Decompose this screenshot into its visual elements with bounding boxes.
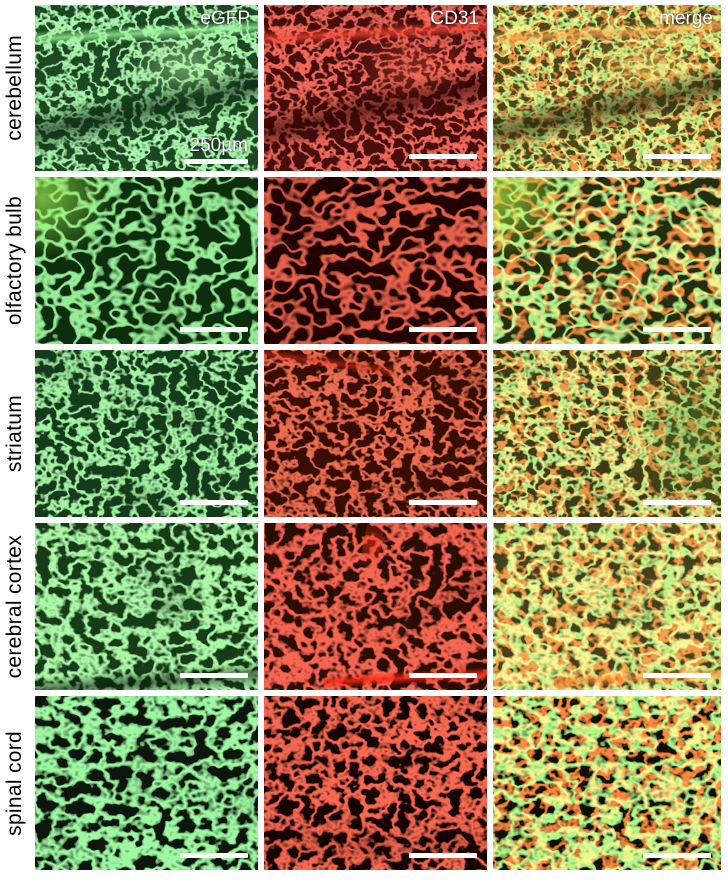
row-label-cerebral-cortex: cerebral cortex	[2, 534, 26, 679]
micrograph-spinal-cord-cd31	[264, 696, 487, 870]
scale-bar	[643, 853, 711, 858]
micrograph-image	[35, 523, 258, 690]
micrograph-image	[493, 350, 721, 517]
scale-bar	[409, 500, 477, 505]
micrograph-striatum-cd31	[264, 350, 487, 517]
micrograph-image	[264, 523, 487, 690]
micrograph-image	[493, 696, 721, 870]
row-label-striatum: striatum	[2, 394, 26, 473]
scale-bar	[643, 154, 711, 159]
row-label-cerebellum: cerebellum	[2, 35, 26, 141]
micrograph-image	[264, 350, 487, 517]
scale-bar	[409, 327, 477, 332]
micrograph-cerebral-cortex-cd31	[264, 523, 487, 690]
micrograph-image	[35, 177, 258, 344]
scale-bar	[409, 673, 477, 678]
micrograph-image	[264, 696, 487, 870]
column-label-merge: merge	[659, 8, 713, 29]
micrograph-cerebellum-egfp: eGFP 250µm	[35, 5, 258, 171]
micrograph-spinal-cord-merge	[493, 696, 721, 870]
scale-bar	[180, 853, 248, 858]
micrograph-image	[264, 5, 487, 171]
micrograph-image	[35, 5, 258, 171]
micrograph-olfactory-bulb-cd31	[264, 177, 487, 344]
micrograph-striatum-merge	[493, 350, 721, 517]
micrograph-olfactory-bulb-egfp	[35, 177, 258, 344]
scale-bar	[643, 673, 711, 678]
scale-bar	[180, 500, 248, 505]
column-label-egfp: eGFP	[200, 8, 250, 29]
micrograph-striatum-egfp	[35, 350, 258, 517]
row-label-olfactory-bulb: olfactory bulb	[2, 195, 26, 326]
micrograph-image	[35, 350, 258, 517]
micrograph-image	[493, 5, 721, 171]
micrograph-image	[264, 177, 487, 344]
scale-bar	[409, 853, 477, 858]
micrograph-cerebral-cortex-egfp	[35, 523, 258, 690]
scale-bar	[643, 327, 711, 332]
micrograph-image	[493, 177, 721, 344]
row-label-cell-olfactory-bulb: olfactory bulb	[0, 177, 29, 344]
micrograph-cerebellum-cd31: CD31	[264, 5, 487, 171]
micrograph-olfactory-bulb-merge	[493, 177, 721, 344]
row-label-spinal-cord: spinal cord	[2, 730, 26, 836]
scale-bar-label: 250µm	[189, 135, 248, 156]
column-label-cd31: CD31	[430, 8, 479, 29]
scale-bar	[184, 159, 248, 164]
micrograph-cerebellum-merge: merge	[493, 5, 721, 171]
micrograph-image	[35, 696, 258, 870]
row-label-cell-spinal-cord: spinal cord	[0, 696, 29, 870]
micrograph-spinal-cord-egfp	[35, 696, 258, 870]
scale-bar	[643, 500, 711, 505]
scale-bar	[180, 673, 248, 678]
scale-bar	[180, 327, 248, 332]
micrograph-image	[493, 523, 721, 690]
row-label-cell-cerebral-cortex: cerebral cortex	[0, 523, 29, 690]
scale-bar	[409, 154, 477, 159]
row-label-cell-cerebellum: cerebellum	[0, 5, 29, 171]
micrograph-cerebral-cortex-merge	[493, 523, 721, 690]
row-label-cell-striatum: striatum	[0, 350, 29, 517]
